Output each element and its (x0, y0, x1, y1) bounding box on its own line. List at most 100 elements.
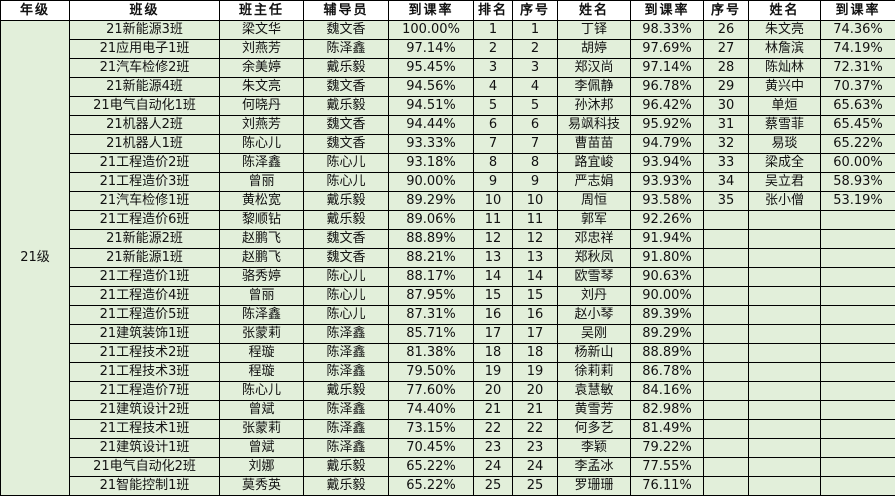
student-name[interactable]: 罗珊珊 (557, 476, 631, 496)
student-name-2[interactable] (748, 229, 821, 249)
student-rate[interactable]: 90.00% (630, 286, 704, 306)
student-name-2[interactable] (748, 267, 821, 287)
head-teacher[interactable]: 刘燕芳 (219, 115, 304, 135)
header-student-rate-2[interactable]: 到课率 (820, 0, 895, 21)
head-teacher[interactable]: 余美婷 (219, 58, 304, 78)
class-rate[interactable]: 89.06% (388, 210, 474, 230)
counselor[interactable]: 陈泽鑫 (303, 419, 389, 439)
student-rate[interactable]: 79.22% (630, 438, 704, 458)
rank[interactable]: 9 (473, 172, 513, 192)
student-rate-2[interactable]: 72.31% (820, 58, 895, 78)
student-name[interactable]: 杨新山 (557, 343, 631, 363)
student-name-2[interactable]: 黄兴中 (748, 77, 821, 97)
seq[interactable]: 12 (512, 229, 558, 249)
class-name[interactable]: 21新能源1班 (69, 248, 220, 268)
class-name[interactable]: 21建筑设计1班 (69, 438, 220, 458)
head-teacher[interactable]: 张蒙莉 (219, 324, 304, 344)
student-rate[interactable]: 81.49% (630, 419, 704, 439)
rank[interactable]: 3 (473, 58, 513, 78)
student-name-2[interactable]: 梁成全 (748, 153, 821, 173)
head-teacher[interactable]: 骆秀婷 (219, 267, 304, 287)
header-class-rate[interactable]: 到课率 (388, 0, 474, 21)
rank[interactable]: 23 (473, 438, 513, 458)
header-name-2[interactable]: 姓名 (748, 0, 821, 21)
seq-2[interactable] (703, 343, 749, 363)
student-name-2[interactable] (748, 457, 821, 477)
student-rate[interactable]: 93.58% (630, 191, 704, 211)
seq[interactable]: 2 (512, 39, 558, 59)
student-rate[interactable]: 98.33% (630, 20, 704, 40)
seq-2[interactable] (703, 210, 749, 230)
class-name[interactable]: 21工程造价7班 (69, 381, 220, 401)
seq[interactable]: 24 (512, 457, 558, 477)
class-name[interactable]: 21工程造价6班 (69, 210, 220, 230)
counselor[interactable]: 陈心儿 (303, 267, 389, 287)
seq[interactable]: 9 (512, 172, 558, 192)
seq[interactable]: 15 (512, 286, 558, 306)
class-name[interactable]: 21工程造价4班 (69, 286, 220, 306)
student-rate-2[interactable] (820, 419, 895, 439)
head-teacher[interactable]: 莫秀英 (219, 476, 304, 496)
head-teacher[interactable]: 曾丽 (219, 286, 304, 306)
header-student-rate[interactable]: 到课率 (630, 0, 704, 21)
student-name-2[interactable] (748, 343, 821, 363)
counselor[interactable]: 陈泽鑫 (303, 39, 389, 59)
seq-2[interactable] (703, 476, 749, 496)
seq-2[interactable] (703, 457, 749, 477)
student-rate[interactable]: 86.78% (630, 362, 704, 382)
class-rate[interactable]: 90.00% (388, 172, 474, 192)
head-teacher[interactable]: 陈泽鑫 (219, 153, 304, 173)
seq[interactable]: 25 (512, 476, 558, 496)
class-rate[interactable]: 79.50% (388, 362, 474, 382)
seq[interactable]: 16 (512, 305, 558, 325)
seq-2[interactable]: 31 (703, 115, 749, 135)
student-rate[interactable]: 95.92% (630, 115, 704, 135)
student-rate[interactable]: 93.94% (630, 153, 704, 173)
student-rate-2[interactable] (820, 210, 895, 230)
student-name[interactable]: 李颖 (557, 438, 631, 458)
student-name[interactable]: 李孟冰 (557, 457, 631, 477)
student-name-2[interactable] (748, 419, 821, 439)
seq-2[interactable] (703, 400, 749, 420)
head-teacher[interactable]: 陈心儿 (219, 381, 304, 401)
seq-2[interactable] (703, 267, 749, 287)
student-name-2[interactable]: 蔡雪菲 (748, 115, 821, 135)
student-rate-2[interactable]: 74.36% (820, 20, 895, 40)
student-name-2[interactable] (748, 324, 821, 344)
seq-2[interactable]: 33 (703, 153, 749, 173)
student-name[interactable]: 吴刚 (557, 324, 631, 344)
class-name[interactable]: 21机器人1班 (69, 134, 220, 154)
student-rate[interactable]: 84.16% (630, 381, 704, 401)
student-rate[interactable]: 89.39% (630, 305, 704, 325)
student-name-2[interactable]: 张小僧 (748, 191, 821, 211)
counselor[interactable]: 陈泽鑫 (303, 362, 389, 382)
rank[interactable]: 2 (473, 39, 513, 59)
class-rate[interactable]: 87.31% (388, 305, 474, 325)
student-rate[interactable]: 90.63% (630, 267, 704, 287)
student-name[interactable]: 郭军 (557, 210, 631, 230)
student-name[interactable]: 何多艺 (557, 419, 631, 439)
seq-2[interactable] (703, 248, 749, 268)
seq-2[interactable]: 32 (703, 134, 749, 154)
student-rate[interactable]: 77.55% (630, 457, 704, 477)
class-name[interactable]: 21新能源2班 (69, 229, 220, 249)
student-rate[interactable]: 96.78% (630, 77, 704, 97)
student-rate-2[interactable] (820, 381, 895, 401)
header-head-teacher[interactable]: 班主任 (219, 0, 304, 21)
class-name[interactable]: 21工程技术1班 (69, 419, 220, 439)
student-name[interactable]: 严志娟 (557, 172, 631, 192)
seq-2[interactable] (703, 305, 749, 325)
header-seq[interactable]: 序号 (512, 0, 558, 21)
student-rate-2[interactable] (820, 457, 895, 477)
student-name-2[interactable]: 林詹滨 (748, 39, 821, 59)
student-name[interactable]: 路宜峻 (557, 153, 631, 173)
student-rate-2[interactable] (820, 267, 895, 287)
counselor[interactable]: 戴乐毅 (303, 210, 389, 230)
class-name[interactable]: 21汽车检修1班 (69, 191, 220, 211)
counselor[interactable]: 陈泽鑫 (303, 343, 389, 363)
class-rate[interactable]: 74.40% (388, 400, 474, 420)
student-rate-2[interactable] (820, 305, 895, 325)
student-name[interactable]: 孙沐邦 (557, 96, 631, 116)
class-rate[interactable]: 65.22% (388, 476, 474, 496)
student-rate-2[interactable]: 65.45% (820, 115, 895, 135)
